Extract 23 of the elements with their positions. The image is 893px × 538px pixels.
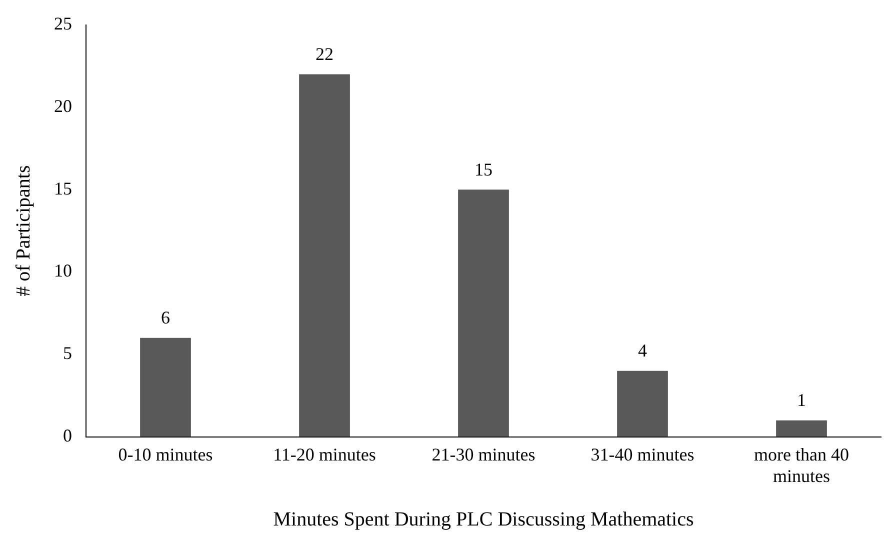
bar — [299, 74, 350, 437]
y-tick-label: 5 — [63, 343, 72, 364]
bar — [140, 338, 191, 437]
x-axis-title: Minutes Spent During PLC Discussing Mathematics — [273, 508, 694, 530]
y-tick-label: 0 — [63, 426, 72, 446]
data-label: 22 — [316, 44, 334, 64]
bar — [776, 420, 827, 437]
y-tick-label: 25 — [54, 14, 72, 34]
data-label: 15 — [474, 159, 492, 180]
x-tick-label: 11-20 minutes — [273, 444, 376, 464]
data-label: 4 — [638, 340, 647, 361]
x-tick-label: 31-40 minutes — [590, 444, 694, 464]
x-tick-label: 0-10 minutes — [118, 444, 213, 464]
y-tick-label: 15 — [54, 178, 72, 198]
y-tick-label: 20 — [54, 96, 72, 116]
data-label: 1 — [797, 390, 806, 410]
y-axis-title: # of Participants — [12, 165, 34, 296]
x-tick-label: more than 40 minutes — [754, 444, 849, 486]
y-tick-label: 10 — [54, 260, 72, 281]
bar — [617, 370, 668, 437]
bar — [458, 190, 509, 437]
data-label: 6 — [161, 308, 170, 328]
x-tick-label: 21-30 minutes — [432, 444, 536, 464]
